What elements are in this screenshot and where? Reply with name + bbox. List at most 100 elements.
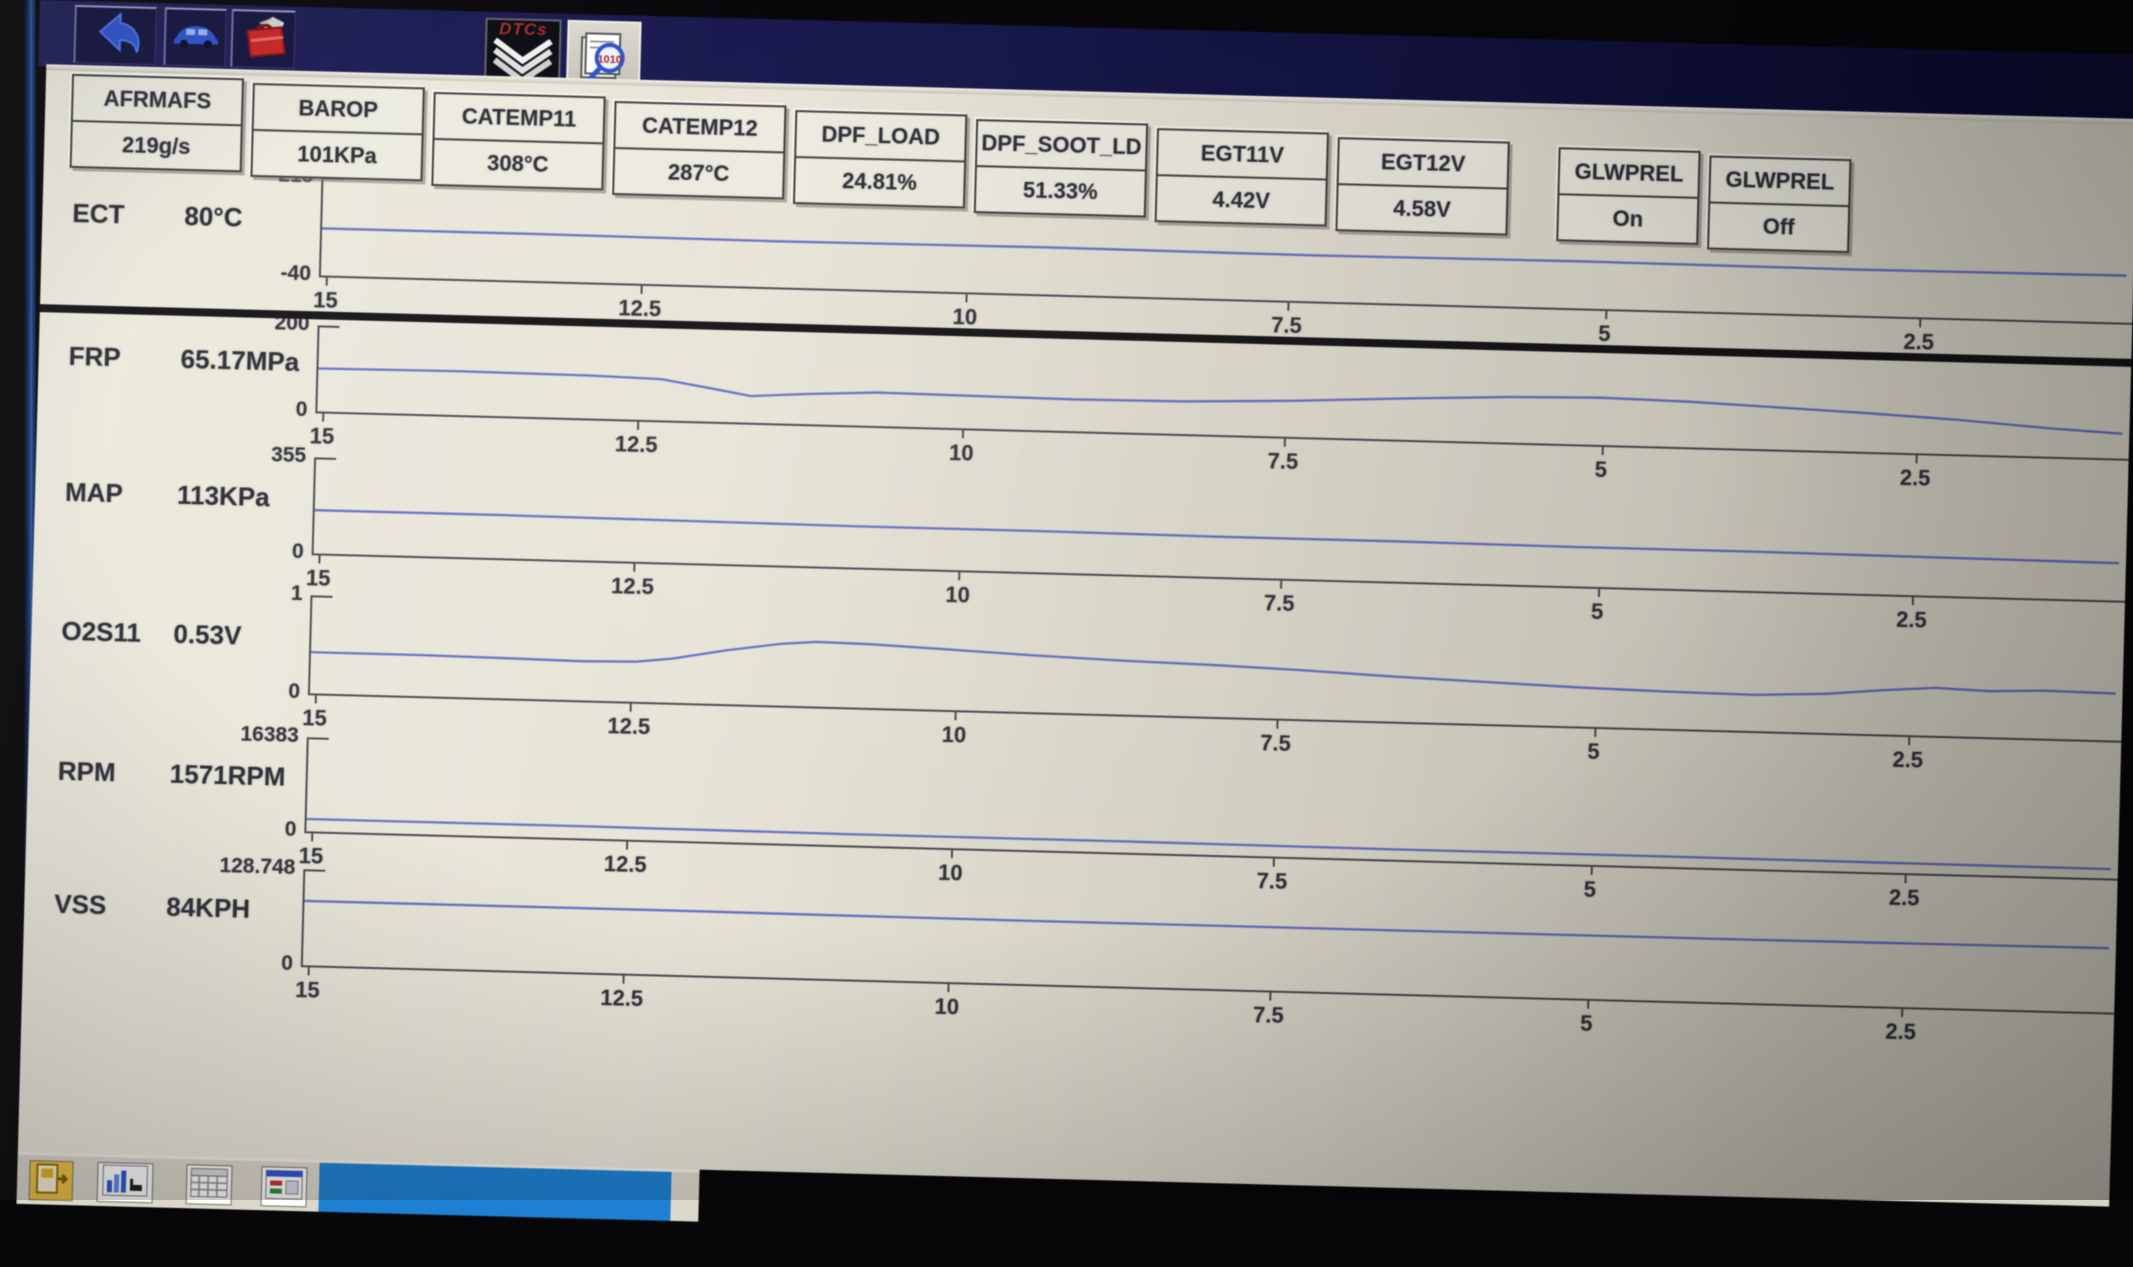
parameter-box[interactable]: DPF_LOAD 24.81% [792, 110, 968, 209]
monitor-photo: DTCs [0, 0, 2133, 1222]
graph-row-map[interactable]: MAP 113KPa 355 0 1 5 12.5 10 7.5 5 2.5 [46, 64, 2133, 633]
parameter-box[interactable]: BAROP 101KPa [250, 82, 425, 182]
x-tick-label: 10 [945, 581, 971, 608]
y-axis-min-label: 0 [288, 679, 301, 704]
x-tick-label: 12.5 [614, 431, 658, 458]
trace-line [303, 869, 2110, 1012]
graph-row-rpm[interactable]: RPM 1571RPM 16383 0 1 5 12.5 10 7.5 5 2.5 [46, 64, 2133, 911]
parameter-box[interactable]: GLWPREL On [1556, 147, 1701, 245]
parameter-value: 4.58V [1392, 195, 1452, 223]
y-axis-min-label: 0 [284, 817, 297, 841]
channel-value: 84KPH [165, 891, 251, 925]
parameter-name: BAROP [253, 84, 423, 136]
x-tick [965, 294, 968, 303]
y-axis-max-label: 1 [290, 581, 303, 606]
channel-value: 113KPa [176, 480, 270, 513]
x-tick [318, 555, 321, 564]
parameter-name: GLWPREL [1559, 149, 1699, 199]
x-tick [1268, 992, 1271, 1001]
parameter-name: EGT12V [1338, 139, 1508, 190]
x-tick-label: 5 [1583, 876, 1597, 903]
parameter-value: 101KPa [296, 141, 378, 169]
datalog-magnifier-icon: 1010 [575, 27, 633, 89]
x-tick [640, 285, 643, 294]
y-axis-min-label: 0 [295, 397, 308, 422]
x-tick-label: 7.5 [1259, 730, 1292, 756]
taskbar-segment[interactable] [318, 1162, 672, 1221]
x-tick [1915, 455, 1918, 464]
x-tick [1272, 858, 1275, 867]
x-tick [629, 703, 632, 712]
parameter-box[interactable]: CATEMP11 308°C [431, 91, 606, 191]
parameter-name: CATEMP11 [434, 93, 604, 145]
parameter-value: Off [1762, 213, 1795, 240]
x-tick [1919, 319, 1922, 328]
parameter-box[interactable]: EGT12V 4.58V [1335, 137, 1510, 236]
exit-button[interactable] [28, 1160, 74, 1202]
y-axis-min-label: -40 [280, 261, 312, 286]
channel-value: 0.53V [173, 618, 242, 651]
parameter-box[interactable]: GLWPREL Off [1707, 155, 1852, 254]
channel-value: 80°C [184, 201, 243, 233]
x-tick [1597, 588, 1600, 598]
y-axis-min-label: 0 [291, 539, 304, 564]
x-tick [311, 833, 314, 842]
x-tick-label: 12.5 [610, 573, 655, 600]
window-layout-button[interactable] [260, 1166, 308, 1208]
x-tick [1908, 737, 1911, 746]
x-tick-label: 5 [1590, 598, 1604, 625]
parameter-box[interactable]: AFRMAFS 219g/s [69, 73, 245, 173]
x-tick-label: 10 [941, 721, 967, 748]
channel-name: ECT [72, 198, 125, 230]
x-tick [1275, 720, 1279, 729]
datalog-icon-text: 1010 [597, 53, 622, 66]
parameter-value: 219g/s [121, 132, 191, 159]
x-tick [322, 413, 325, 422]
graph-row-frp[interactable]: FRP 65.17MPa 200 0 15 12.5 10 7.5 5 2.5 [46, 64, 2133, 491]
toolbox-button[interactable] [230, 9, 296, 69]
x-tick-label: 12.5 [603, 851, 647, 878]
graph-row-vss[interactable]: VSS 84KPH 128.748 0 15 12.5 10 7.5 5 2.5 [46, 64, 2133, 1044]
bottom-toolbar [16, 1151, 700, 1222]
y-axis-max-label: 16383 [240, 722, 300, 748]
channel-name: RPM [57, 756, 116, 788]
x-tick [954, 712, 957, 721]
y-axis-max-label: 128.748 [219, 853, 296, 879]
datalog-window: AFRMAFS 219g/s BAROP 101KPa CATEMP11 308… [17, 64, 2133, 1207]
vehicle-button[interactable] [163, 7, 227, 67]
x-tick-label: 5 [1594, 456, 1608, 483]
graph-select-button[interactable] [96, 1161, 154, 1204]
parameter-value: 51.33% [1022, 177, 1098, 205]
parameter-value: 287°C [667, 159, 730, 187]
datalog-tab[interactable]: 1010 [565, 19, 642, 94]
parameter-value: 308°C [486, 150, 549, 177]
x-tick [961, 430, 964, 439]
toolbox-icon [238, 14, 289, 64]
parameter-value: 4.42V [1212, 186, 1271, 214]
parameter-value: On [1612, 205, 1644, 232]
x-tick [632, 563, 636, 572]
channel-name: O2S11 [61, 615, 142, 649]
trace-line [310, 595, 2117, 740]
parameter-name: AFRMAFS [72, 75, 242, 127]
scan-tool-screen: DTCs [8, 0, 2133, 1267]
x-tick-label: 2.5 [1892, 746, 1924, 773]
car-icon [171, 19, 220, 55]
trace-line [306, 737, 2113, 878]
trace-line [314, 457, 2121, 600]
parameter-box[interactable]: DPF_SOOT_LD 51.33% [973, 119, 1149, 218]
x-tick [947, 984, 950, 993]
parameter-box[interactable]: EGT11V 4.42V [1154, 128, 1329, 227]
data-table-button[interactable] [185, 1164, 233, 1206]
x-tick [1601, 447, 1604, 456]
graph-row-o2s11[interactable]: O2S11 0.53V 1 0 15 12.5 10 7.5 5 2.5 [46, 64, 2133, 773]
back-button[interactable] [73, 4, 157, 66]
grid-icon [190, 1167, 229, 1203]
trace-line [317, 325, 2124, 458]
parameter-name: GLWPREL [1710, 157, 1850, 208]
parameter-box[interactable]: CATEMP12 287°C [612, 100, 787, 200]
chart-hand-icon [102, 1164, 149, 1202]
x-tick-label: 7.5 [1267, 448, 1299, 475]
x-tick-label: 12.5 [599, 985, 644, 1012]
